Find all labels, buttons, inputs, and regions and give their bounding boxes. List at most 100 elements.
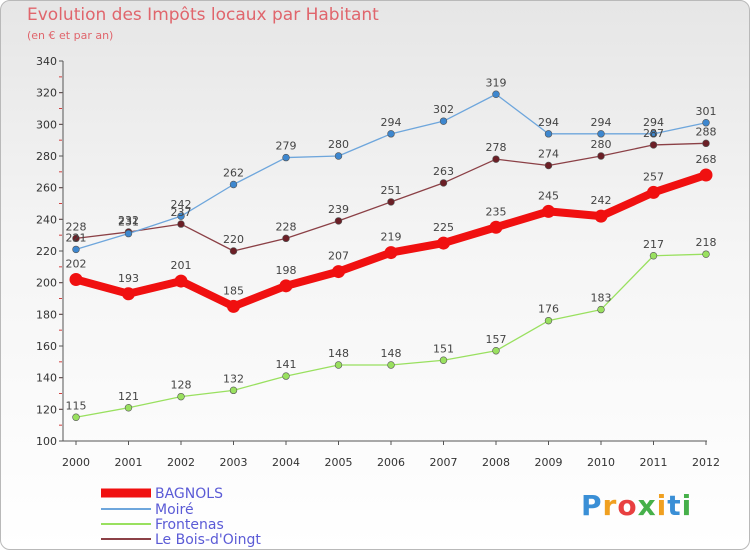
x-tick-label: 2012 bbox=[692, 456, 720, 469]
data-label: 235 bbox=[486, 205, 507, 218]
data-point bbox=[122, 287, 135, 301]
data-label: 231 bbox=[118, 216, 139, 229]
legend-label: BAGNOLS bbox=[155, 486, 223, 502]
data-point bbox=[492, 155, 500, 163]
data-label: 201 bbox=[171, 259, 192, 272]
data-point bbox=[72, 413, 80, 421]
data-label: 301 bbox=[696, 105, 717, 118]
data-point bbox=[387, 361, 395, 369]
data-point bbox=[332, 265, 345, 279]
series-bagnols bbox=[69, 168, 713, 313]
data-label: 251 bbox=[381, 184, 402, 197]
data-point bbox=[282, 153, 290, 162]
data-label: 185 bbox=[223, 284, 244, 297]
data-label: 242 bbox=[591, 194, 612, 207]
data-point bbox=[174, 274, 188, 288]
data-point bbox=[492, 90, 500, 98]
data-label: 132 bbox=[223, 372, 244, 385]
data-point bbox=[702, 139, 710, 148]
data-label: 198 bbox=[276, 264, 297, 277]
data-label: 294 bbox=[381, 116, 402, 129]
data-point bbox=[177, 220, 185, 228]
data-label: 148 bbox=[328, 347, 349, 360]
data-point bbox=[439, 356, 448, 364]
y-tick-label: 280 bbox=[36, 150, 57, 163]
data-label: 319 bbox=[486, 76, 507, 89]
data-point bbox=[544, 130, 553, 138]
data-label: 128 bbox=[171, 379, 192, 392]
logo-letter: i bbox=[681, 489, 693, 522]
data-label: 245 bbox=[538, 189, 559, 202]
data-label: 262 bbox=[223, 167, 244, 180]
data-point bbox=[649, 252, 658, 260]
data-label: 183 bbox=[591, 292, 612, 305]
logo-letter: o bbox=[617, 489, 638, 522]
data-point bbox=[334, 152, 343, 160]
data-label: 242 bbox=[171, 198, 192, 211]
chart-subtitle: (en € et par an) bbox=[27, 29, 114, 42]
data-label: 228 bbox=[66, 220, 87, 233]
data-point bbox=[597, 305, 605, 314]
data-point bbox=[177, 212, 185, 220]
data-label: 278 bbox=[486, 141, 507, 154]
legend-label: Frontenas bbox=[155, 517, 224, 533]
data-point bbox=[279, 279, 293, 293]
data-label: 176 bbox=[538, 303, 559, 316]
data-point bbox=[542, 204, 555, 218]
data-label: 157 bbox=[486, 333, 507, 346]
data-point bbox=[229, 247, 238, 255]
logo-letter: r bbox=[602, 489, 618, 522]
y-tick-label: 240 bbox=[36, 213, 57, 226]
logo-letter: i bbox=[656, 489, 668, 522]
data-label: 232 bbox=[118, 214, 139, 227]
data-point bbox=[439, 117, 448, 125]
series-moir- bbox=[72, 90, 710, 254]
y-tick-label: 140 bbox=[36, 372, 57, 385]
data-point bbox=[72, 234, 80, 243]
data-point bbox=[229, 386, 238, 395]
data-point bbox=[597, 152, 605, 160]
proxiti-logo: Proxiti bbox=[581, 489, 692, 522]
data-label: 280 bbox=[591, 138, 612, 151]
data-label: 280 bbox=[328, 138, 349, 151]
series-layer bbox=[69, 90, 713, 421]
data-label: 288 bbox=[696, 125, 717, 138]
data-label: 274 bbox=[538, 148, 559, 161]
data-point bbox=[597, 130, 605, 138]
data-label: 220 bbox=[223, 233, 244, 246]
data-label: 257 bbox=[643, 170, 664, 183]
data-point bbox=[437, 236, 450, 250]
data-point bbox=[282, 234, 290, 243]
logo-letter: t bbox=[667, 489, 682, 522]
data-point bbox=[124, 404, 133, 412]
y-tick-label: 160 bbox=[36, 340, 57, 353]
x-tick-label: 2006 bbox=[377, 456, 405, 469]
data-label: 202 bbox=[66, 258, 87, 271]
data-label: 302 bbox=[433, 103, 454, 116]
data-point bbox=[227, 299, 240, 313]
y-tick-label: 320 bbox=[36, 87, 57, 100]
data-point bbox=[544, 161, 553, 170]
y-tick-label: 220 bbox=[36, 245, 57, 258]
data-label: 237 bbox=[171, 206, 192, 219]
data-label: 225 bbox=[433, 221, 454, 234]
data-point bbox=[334, 361, 343, 369]
y-tick-label: 120 bbox=[36, 403, 57, 416]
logo-letter: x bbox=[637, 489, 657, 522]
data-point bbox=[124, 229, 133, 238]
data-point bbox=[489, 220, 503, 234]
x-tick-label: 2001 bbox=[115, 456, 143, 469]
data-point bbox=[439, 179, 448, 187]
data-label: 294 bbox=[643, 116, 664, 129]
series-frontenas bbox=[72, 250, 710, 421]
data-label: 294 bbox=[538, 116, 559, 129]
x-tick-label: 2004 bbox=[272, 456, 300, 469]
data-point bbox=[387, 198, 395, 206]
series-line bbox=[75, 253, 707, 418]
data-label: 239 bbox=[328, 203, 349, 216]
data-label: 268 bbox=[696, 153, 717, 166]
logo-letter: P bbox=[581, 489, 603, 522]
data-point bbox=[492, 347, 500, 355]
